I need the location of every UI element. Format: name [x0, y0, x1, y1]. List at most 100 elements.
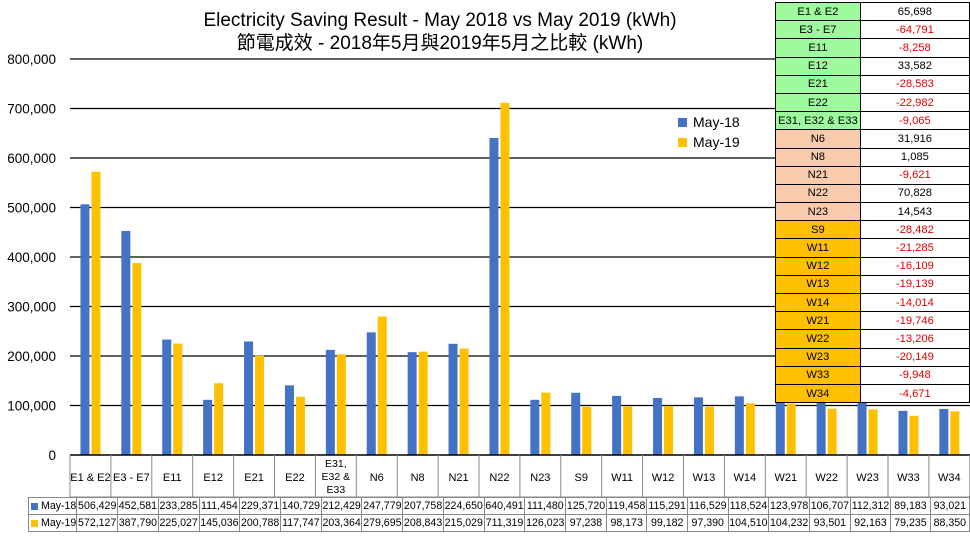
bar-may-19-15 [704, 406, 714, 455]
difference-value: -16,109 [859, 256, 970, 276]
x-tick-label: N21 [448, 472, 468, 484]
difference-value: -4,671 [859, 383, 970, 404]
difference-row: W21 -19,746 [775, 311, 970, 331]
data-cell: 117,747 [280, 514, 322, 532]
bar-may-18-20 [898, 410, 908, 455]
difference-value: 65,698 [859, 1, 970, 22]
zone-label: N23 [775, 202, 861, 222]
zone-label: W13 [775, 274, 861, 295]
difference-row: W22 -13,206 [775, 329, 970, 349]
bar-may-18-18 [816, 402, 826, 455]
x-tick-label: W33 [897, 472, 920, 484]
data-cell: 229,371 [239, 497, 281, 515]
data-cell: 279,695 [361, 514, 404, 532]
difference-value: 1,085 [859, 147, 970, 167]
y-tick-label: 0 [48, 448, 56, 463]
y-tick-label: 100,000 [7, 399, 56, 414]
bar-may-18-14 [653, 397, 663, 455]
legend-label: May-18 [693, 114, 740, 130]
x-tick-label: N6 [370, 472, 384, 484]
data-table: May-18 506,429 452,581 233,285 111,454 229,3… [27, 497, 970, 532]
zone-label: N21 [775, 165, 861, 185]
data-cell: 93,021 [929, 497, 970, 515]
chart-subtitle: 節電成效 - 2018年5月與2019年5月之比較 (kWh) [236, 33, 644, 54]
difference-row: W34 -4,671 [775, 383, 970, 404]
data-cell: 116,529 [686, 497, 729, 515]
bar-may-19-18 [827, 408, 837, 455]
difference-value: -28,583 [859, 74, 970, 94]
zone-label: W11 [775, 238, 861, 258]
x-tick-label: E12 [203, 472, 223, 484]
zone-label: N8 [775, 147, 861, 167]
bar-may-18-16 [734, 396, 744, 455]
bar-may-18-13 [612, 395, 622, 455]
legend-label: May-19 [693, 134, 740, 150]
zone-label: E21 [775, 74, 861, 94]
bar-may-19-9 [459, 348, 469, 455]
data-cell: 111,454 [198, 497, 241, 515]
x-tick-label-part: E32 & [322, 471, 351, 483]
bar-may-18-12 [571, 392, 581, 455]
bar-may-18-21 [939, 408, 949, 455]
legend-item-may-19: May-19 [678, 134, 740, 150]
data-cell: 125,720 [565, 497, 607, 515]
data-cell: 104,232 [768, 514, 810, 532]
zone-label: W23 [775, 347, 861, 367]
x-tick-label: E3 - E7 [113, 472, 150, 484]
difference-value: -14,014 [859, 292, 970, 313]
x-tick-label: S9 [575, 472, 588, 484]
row-swatch [31, 502, 38, 510]
zone-label: W12 [775, 256, 861, 276]
bar-may-18-2 [162, 339, 172, 455]
row-header: May-19 [27, 514, 78, 532]
bar-may-18-7 [366, 332, 376, 455]
x-tick-label: W14 [734, 472, 757, 484]
zone-label: W21 [775, 311, 861, 331]
difference-value: -9,065 [859, 111, 970, 131]
difference-value: 14,543 [859, 202, 970, 222]
data-cell: 111,480 [524, 497, 567, 515]
data-cell: 640,491 [483, 497, 526, 515]
x-tick-label: E1 & E2 [70, 472, 110, 484]
bar-may-19-19 [868, 409, 878, 455]
data-cell: 506,429 [76, 497, 119, 515]
y-tick-label: 500,000 [7, 201, 56, 216]
y-tick-label: 400,000 [7, 250, 56, 265]
difference-row: E21 -28,583 [775, 74, 970, 94]
difference-row: N23 14,543 [775, 202, 970, 222]
bar-may-19-20 [909, 415, 919, 455]
bar-may-19-3 [214, 383, 224, 455]
difference-table: E1 & E2 65,698 E3 - E7 -64,791 E11 -8,258 E12 3… [775, 1, 970, 404]
data-cell: 99,182 [646, 514, 688, 532]
data-cell: 203,364 [320, 514, 363, 532]
data-cell: 572,127 [76, 514, 119, 532]
x-tick-label: W22 [815, 472, 838, 484]
difference-row: N22 70,828 [775, 183, 970, 204]
data-cell: 215,029 [442, 514, 485, 532]
bar-may-19-2 [173, 343, 183, 455]
bar-may-18-17 [775, 393, 785, 455]
data-cell: 104,510 [727, 514, 770, 532]
data-cell: 140,729 [280, 497, 322, 515]
bar-may-18-19 [857, 399, 867, 455]
difference-value: -22,982 [859, 92, 970, 113]
zone-label: W22 [775, 329, 861, 349]
data-cell: 207,758 [402, 497, 444, 515]
y-tick-label: 200,000 [7, 349, 56, 364]
difference-value: -20,149 [859, 347, 970, 367]
difference-value: -21,285 [859, 238, 970, 258]
zone-label: N6 [775, 129, 861, 149]
difference-row: E3 - E7 -64,791 [775, 20, 970, 40]
legend-item-may-18: May-18 [678, 114, 740, 130]
x-tick-label: W34 [938, 472, 961, 484]
difference-row: W23 -20,149 [775, 347, 970, 367]
data-cell: 200,788 [239, 514, 281, 532]
difference-value: -8,258 [859, 38, 970, 58]
data-cell: 224,650 [442, 497, 485, 515]
difference-row: S9 -28,482 [775, 220, 970, 240]
difference-row: N8 1,085 [775, 147, 970, 167]
data-cell: 387,790 [117, 514, 159, 532]
zone-label: W34 [775, 383, 861, 404]
y-tick-label: 600,000 [7, 151, 56, 166]
data-cell: 247,779 [361, 497, 404, 515]
